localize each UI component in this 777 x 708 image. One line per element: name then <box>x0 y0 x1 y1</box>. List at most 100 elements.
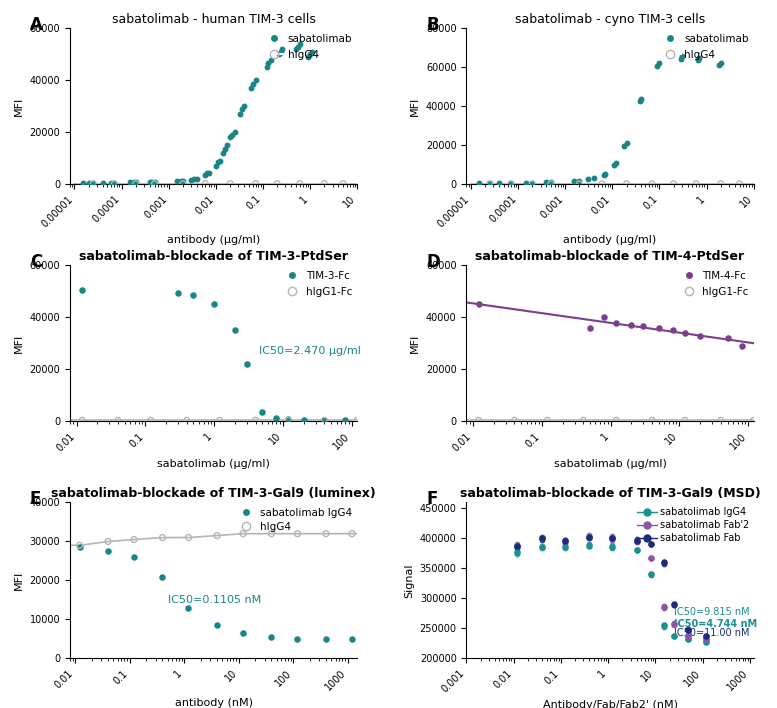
Text: F: F <box>426 490 437 508</box>
Point <box>645 569 657 580</box>
Point <box>610 317 622 329</box>
Point <box>511 541 524 552</box>
Text: A: A <box>30 16 43 34</box>
Point <box>271 178 284 190</box>
Point <box>715 178 727 190</box>
Point <box>633 96 646 107</box>
Point <box>249 74 262 86</box>
Text: IC50=4.744 nM: IC50=4.744 nM <box>674 619 758 629</box>
Point <box>200 168 213 179</box>
Point <box>606 533 618 544</box>
Point <box>668 620 681 631</box>
Point <box>183 602 195 613</box>
Legend: sabatolimab IgG4, sabatolimab Fab'2, sabatolimab Fab: sabatolimab IgG4, sabatolimab Fab'2, sab… <box>637 508 749 543</box>
Point <box>473 178 486 189</box>
Point <box>210 161 222 172</box>
Point <box>520 177 532 188</box>
Point <box>682 630 695 641</box>
Point <box>657 600 670 612</box>
Point <box>73 542 85 553</box>
Point <box>191 173 204 184</box>
Point <box>598 312 610 323</box>
Point <box>183 532 195 543</box>
Point <box>319 415 331 426</box>
Point <box>606 533 618 544</box>
Legend: TIM-3-Fc, hIgG1-Fc: TIM-3-Fc, hIgG1-Fc <box>282 270 352 297</box>
Point <box>105 177 117 188</box>
Point <box>144 176 156 188</box>
Point <box>651 61 664 72</box>
Point <box>657 602 670 613</box>
Point <box>630 537 643 548</box>
Point <box>635 93 647 104</box>
Point <box>291 633 304 644</box>
Y-axis label: Signal: Signal <box>404 563 414 598</box>
Point <box>599 168 611 179</box>
Point <box>645 539 657 550</box>
Point <box>559 542 571 554</box>
Point <box>606 542 618 553</box>
Legend: sabatolimab, hIgG4: sabatolimab, hIgG4 <box>263 33 352 59</box>
Point <box>608 159 621 171</box>
Point <box>700 631 713 642</box>
Point <box>540 176 552 188</box>
Point <box>82 177 95 188</box>
Point <box>319 528 332 539</box>
Point <box>668 618 681 629</box>
Point <box>668 617 681 629</box>
Title: sabatolimab-blockade of TIM-3-PtdSer: sabatolimab-blockade of TIM-3-PtdSer <box>79 250 348 263</box>
Point <box>693 52 706 63</box>
Point <box>630 544 643 556</box>
Point <box>171 176 183 187</box>
Point <box>657 620 670 632</box>
Point <box>645 552 657 564</box>
Point <box>108 177 120 188</box>
Point <box>219 144 232 155</box>
Point <box>256 406 269 418</box>
Point <box>127 552 140 563</box>
Point <box>127 534 140 545</box>
Point <box>646 415 658 426</box>
Point <box>559 536 571 547</box>
Point <box>747 415 760 426</box>
Point <box>245 82 257 93</box>
Point <box>290 43 302 55</box>
Point <box>630 534 643 545</box>
Point <box>657 557 670 569</box>
Point <box>606 539 618 551</box>
Point <box>319 414 331 426</box>
Text: D: D <box>426 253 440 271</box>
Point <box>584 533 596 544</box>
Point <box>276 43 288 55</box>
Point <box>545 178 557 190</box>
Point <box>156 571 169 582</box>
Point <box>536 542 549 553</box>
Point <box>249 415 262 426</box>
Point <box>175 176 187 187</box>
Point <box>282 415 294 426</box>
Point <box>511 540 524 552</box>
Title: sabatolimab - cyno TIM-3 cells: sabatolimab - cyno TIM-3 cells <box>515 13 706 25</box>
Point <box>645 570 657 581</box>
Point <box>148 178 161 190</box>
Point <box>645 538 657 549</box>
Point <box>630 544 643 556</box>
Point <box>124 177 136 188</box>
Point <box>645 552 657 564</box>
Point <box>733 178 746 190</box>
Point <box>700 636 713 647</box>
Y-axis label: MFI: MFI <box>14 571 24 590</box>
Text: IC50=9.815 nM: IC50=9.815 nM <box>674 607 750 617</box>
Point <box>504 177 517 188</box>
Point <box>700 636 713 648</box>
Point <box>668 630 681 641</box>
Point <box>211 620 223 631</box>
Point <box>657 620 670 631</box>
Point <box>493 178 506 189</box>
Point <box>721 333 733 344</box>
Point <box>606 531 618 542</box>
Point <box>584 539 596 550</box>
Point <box>694 330 706 341</box>
Point <box>511 546 524 557</box>
Point <box>653 322 665 333</box>
